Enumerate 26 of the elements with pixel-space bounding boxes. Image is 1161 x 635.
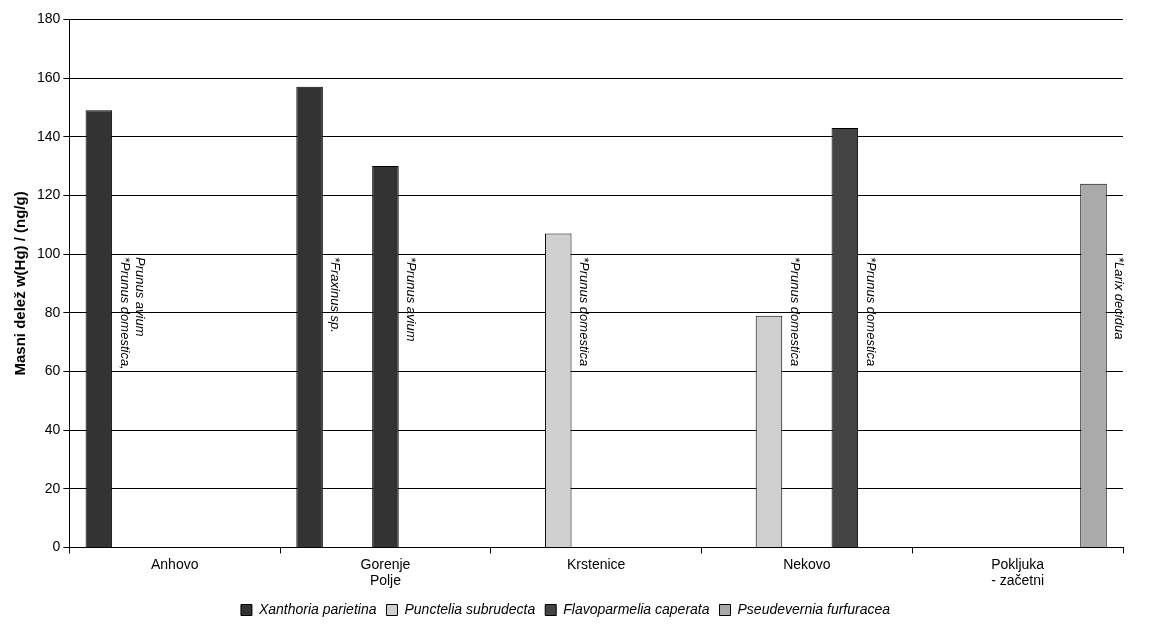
legend-label: Flavoparmelia caperata [563,600,710,617]
annotation: *Prunus domestica [576,257,592,367]
legend-label: Xanthoria parietina [257,600,377,617]
y-tick-label: 100 [37,244,61,261]
annotation: *Prunus domestica [787,257,803,367]
y-tick-label: 140 [37,127,61,144]
x-tick-label: Gorenje Polje [360,555,411,589]
x-tick-label: Krstenice [567,555,626,572]
x-tick-label: Anhovo [150,555,199,572]
x-tick-label: Pokljuka - začetni [991,555,1045,589]
y-tick-label: 20 [44,479,61,496]
legend-label: Punctelia subrudecta [404,600,536,617]
y-tick-label: 160 [37,68,61,85]
annotation: *Prunus domestica [863,257,879,367]
y-tick-label: 60 [44,362,61,379]
legend-label: Pseudevernia furfuracea [737,600,891,617]
y-tick-label: 120 [37,186,61,203]
x-tick-label: Nekovo [783,555,831,572]
y-tick-label: 180 [37,10,61,27]
y-tick-label: 40 [44,420,61,437]
y-tick-label: 80 [44,303,61,320]
annotation: *Fraxinus sp. [328,257,344,333]
annotation: *Larix decidua [1112,257,1128,340]
y-tick-label: 0 [52,538,61,555]
annotation: *Prunus domestica, Prunus avium [117,257,148,370]
y-axis-title: Masni delež w(Hg) / (ng/g) [11,191,29,376]
